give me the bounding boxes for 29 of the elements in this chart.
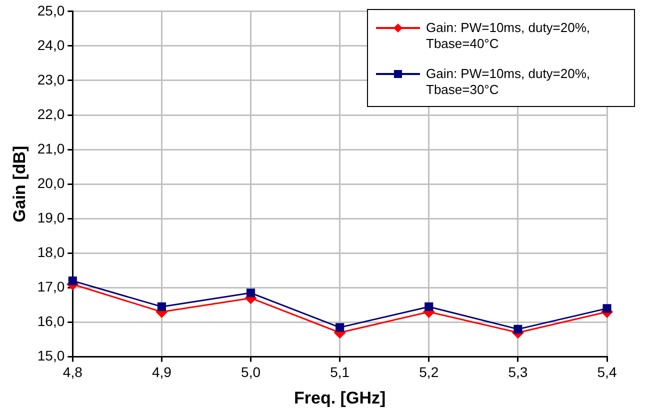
y-tick-label: 24,0 — [37, 36, 65, 53]
legend-label: Gain: PW=10ms, duty=20%, Tbase=40°C — [426, 20, 592, 52]
x-tick-label: 5,2 — [419, 364, 439, 380]
y-tick-label: 23,0 — [37, 71, 65, 88]
x-tick-label: 4,8 — [62, 364, 83, 380]
x-tick-label: 5,4 — [597, 364, 617, 380]
point — [157, 302, 166, 312]
point — [68, 276, 77, 286]
y-tick-label: 16,0 — [37, 313, 65, 330]
y-axis-title: Gain [dB] — [10, 146, 29, 222]
y-tick-label: 17,0 — [37, 278, 65, 295]
point — [336, 323, 344, 332]
x-tick-label: 4,9 — [152, 364, 172, 380]
y-tick-label: 15,0 — [37, 348, 65, 364]
point — [424, 302, 434, 312]
point — [246, 288, 256, 298]
legend-label: Gain: PW=10ms, duty=20%, Tbase=30°C — [426, 66, 592, 98]
y-tick-label: 22,0 — [37, 106, 65, 122]
y-tick-label: 18,0 — [37, 244, 65, 260]
x-tick-label: 5,1 — [330, 364, 350, 380]
y-tick-label: 19,0 — [37, 210, 65, 226]
x-axis-title: Freq. [GHz] — [294, 388, 386, 408]
y-tick-label: 20,0 — [37, 174, 65, 191]
point — [514, 324, 522, 334]
point — [602, 304, 612, 313]
x-tick-label: 5,0 — [241, 364, 261, 380]
y-tick-label: 21,0 — [37, 140, 65, 156]
y-tick-label: 25,0 — [37, 2, 65, 18]
x-tick-label: 5,3 — [508, 364, 528, 380]
